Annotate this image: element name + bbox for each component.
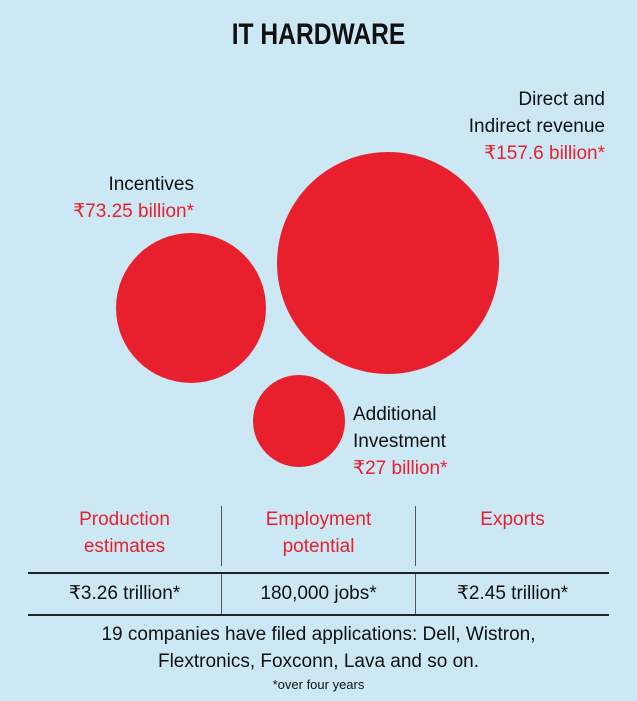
companies-note-line2: Flextronics, Foxconn, Lava and so on. xyxy=(157,651,480,672)
incentives-label: Incentives xyxy=(108,174,194,195)
stats-table: Production estimates Employment potentia… xyxy=(28,506,609,616)
investment-label-line2: Investment xyxy=(353,431,446,452)
header-employment: Employment potential xyxy=(221,506,415,566)
revenue-label-block: Direct and Indirect revenue ₹157.6 billi… xyxy=(430,86,605,167)
revenue-label-line2: Indirect revenue xyxy=(468,116,605,137)
header-employment-line1: Employment xyxy=(265,509,372,530)
footnote: *over four years xyxy=(272,677,365,692)
table-row: ₹3.26 trillion* 180,000 jobs* ₹2.45 tril… xyxy=(28,572,609,616)
header-production-line2: estimates xyxy=(83,536,166,557)
incentives-label-block: Incentives ₹73.25 billion* xyxy=(34,171,194,225)
header-exports-line1: Exports xyxy=(480,509,545,530)
header-production: Production estimates xyxy=(28,506,221,566)
exports-value: ₹2.45 trillion* xyxy=(415,574,609,614)
investment-label-line1: Additional xyxy=(353,404,437,425)
page-title: IT HARDWARE xyxy=(231,18,406,51)
bubble-additional-investment xyxy=(253,375,345,467)
investment-value: ₹27 billion* xyxy=(353,458,448,479)
revenue-value: ₹157.6 billion* xyxy=(484,143,605,164)
bubble-incentives xyxy=(116,233,266,383)
incentives-value: ₹73.25 billion* xyxy=(73,201,194,222)
header-exports: Exports xyxy=(415,506,609,566)
header-production-line1: Production xyxy=(79,509,170,530)
table-header: Production estimates Employment potentia… xyxy=(28,506,609,566)
investment-label-block: Additional Investment ₹27 billion* xyxy=(353,401,553,482)
companies-note: 19 companies have filed applications: De… xyxy=(0,621,637,675)
companies-note-line1: 19 companies have filed applications: De… xyxy=(101,624,536,645)
production-value: ₹3.26 trillion* xyxy=(68,583,181,604)
employment-value: 180,000 jobs* xyxy=(221,574,415,614)
header-employment-line2: potential xyxy=(282,536,355,557)
revenue-label-line1: Direct and xyxy=(518,89,605,110)
bubble-direct-indirect-revenue xyxy=(277,152,499,374)
